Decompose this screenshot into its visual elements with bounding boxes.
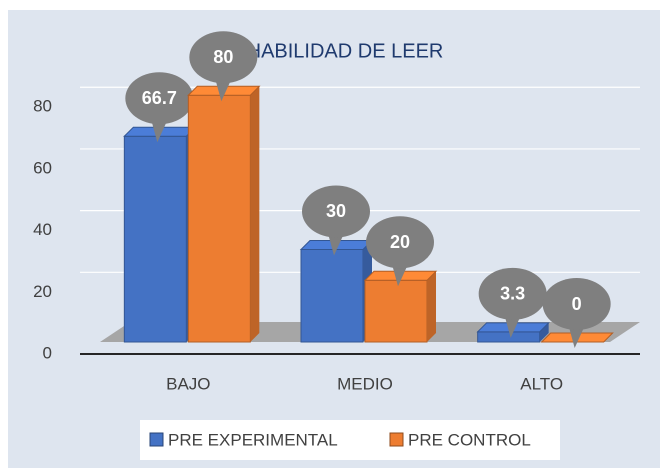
y-tick-label: 80 [33,97,52,116]
x-tick-label: MEDIO [337,374,393,393]
value-label: 3.3 [500,284,525,304]
bar [299,239,374,343]
value-callout [215,79,232,102]
value-callout [302,185,370,238]
chart-title: HABILIDAD DE LEER [247,40,444,62]
bar-side [427,271,436,342]
value-label: 30 [326,201,346,221]
legend-label: PRE CONTROL [408,430,531,449]
x-tick-label: BAJO [166,374,210,393]
value-callout [392,264,408,287]
y-tick-label: 0 [43,343,52,362]
value-label: 0 [572,294,582,314]
value-callout [366,216,434,269]
bar-front [187,94,251,343]
bar [187,85,261,343]
bar-front [123,135,187,343]
legend [140,420,560,460]
value-callout [189,31,258,84]
bar-front [364,279,428,343]
bar-side [250,86,260,342]
marks: BAJO 66.7 80 MEDIO 30 20 ALTO 3.3 0 [123,31,614,393]
legend-items: PRE EXPERIMENTAL PRE CONTROL [149,430,531,449]
y-tick-label: 60 [33,158,52,177]
value-callout [504,315,521,338]
value-callout [542,278,611,330]
legend-label: PRE EXPERIMENTAL [168,430,338,449]
bar-front [300,248,364,343]
value-callout [568,326,585,348]
bar-front [477,331,541,343]
x-tick-label: ALTO [520,374,563,393]
bar [123,126,197,343]
value-callout [478,267,547,320]
legend-swatch [389,432,404,447]
bar-side [539,322,549,342]
legend-swatch [149,432,164,447]
value-callout [328,233,344,256]
value-label: 80 [213,47,233,67]
y-tick-label: 20 [33,282,52,301]
y-tick-label: 40 [33,220,52,239]
value-callout [125,72,194,125]
value-label: 20 [390,232,410,252]
value-callout [151,120,168,143]
value-label: 66.7 [142,88,177,108]
bar [363,270,438,343]
